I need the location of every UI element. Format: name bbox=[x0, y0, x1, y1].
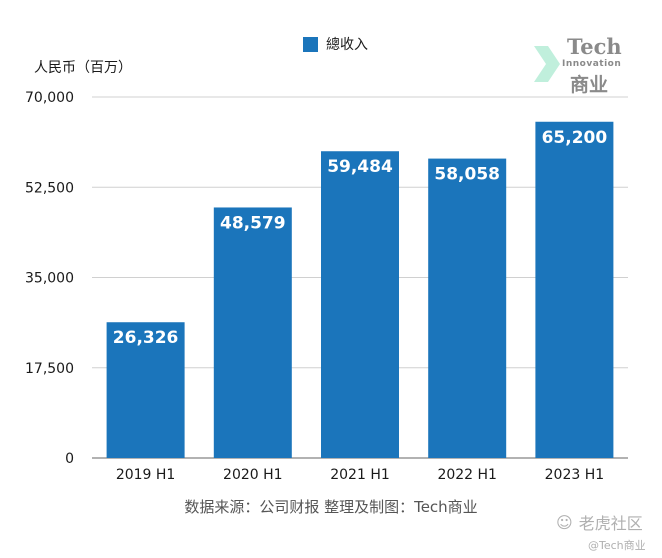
watermark-tech: Tech bbox=[567, 34, 622, 59]
bar bbox=[106, 322, 185, 458]
x-axis-ticks: 2019 H1 2020 H1 2021 H1 2022 H1 2023 H1 bbox=[116, 467, 604, 483]
y-tick-label: 35,000 bbox=[25, 271, 74, 287]
data-label: 59,484 bbox=[327, 157, 393, 177]
y-axis-unit-label: 人民币（百万） bbox=[34, 60, 132, 76]
y-axis-ticks: 0 17,500 35,000 52,500 70,000 bbox=[25, 90, 74, 467]
data-label: 26,326 bbox=[113, 328, 179, 348]
y-tick-label: 70,000 bbox=[25, 90, 74, 106]
x-tick-label: 2023 H1 bbox=[545, 467, 605, 483]
bar bbox=[535, 121, 614, 459]
x-tick-label: 2020 H1 bbox=[223, 467, 283, 483]
data-label: 48,579 bbox=[220, 213, 286, 233]
bar bbox=[428, 158, 507, 458]
legend-swatch bbox=[303, 36, 318, 52]
data-label: 65,200 bbox=[542, 128, 608, 148]
bar bbox=[321, 151, 399, 458]
legend: 總收入 bbox=[303, 34, 368, 54]
watermark-innovation: Innovation bbox=[562, 59, 622, 69]
data-label: 58,058 bbox=[434, 165, 500, 185]
bar bbox=[213, 207, 292, 458]
x-tick-label: 2021 H1 bbox=[330, 467, 390, 483]
y-tick-label: 17,500 bbox=[25, 361, 74, 377]
y-tick-label: 52,500 bbox=[25, 180, 74, 196]
site-watermark: ☺ 老虎社区 bbox=[556, 510, 643, 534]
site-name: 老虎社区 bbox=[578, 514, 643, 533]
author-handle: @Tech商业 bbox=[588, 539, 646, 552]
bars bbox=[106, 121, 614, 459]
y-tick-label: 0 bbox=[65, 451, 74, 467]
x-tick-label: 2022 H1 bbox=[437, 467, 497, 483]
legend-label: 總收入 bbox=[326, 37, 368, 53]
tiger-icon: ☺ bbox=[556, 512, 573, 532]
source-note: 数据来源：公司财报 整理及制图：Tech商业 bbox=[184, 498, 478, 516]
data-labels: 26,326 48,579 59,484 58,058 65,200 bbox=[113, 128, 608, 348]
watermark-cn: 商业 bbox=[570, 74, 609, 96]
x-tick-label: 2019 H1 bbox=[116, 467, 176, 483]
watermark-arrow-icon bbox=[534, 46, 560, 82]
